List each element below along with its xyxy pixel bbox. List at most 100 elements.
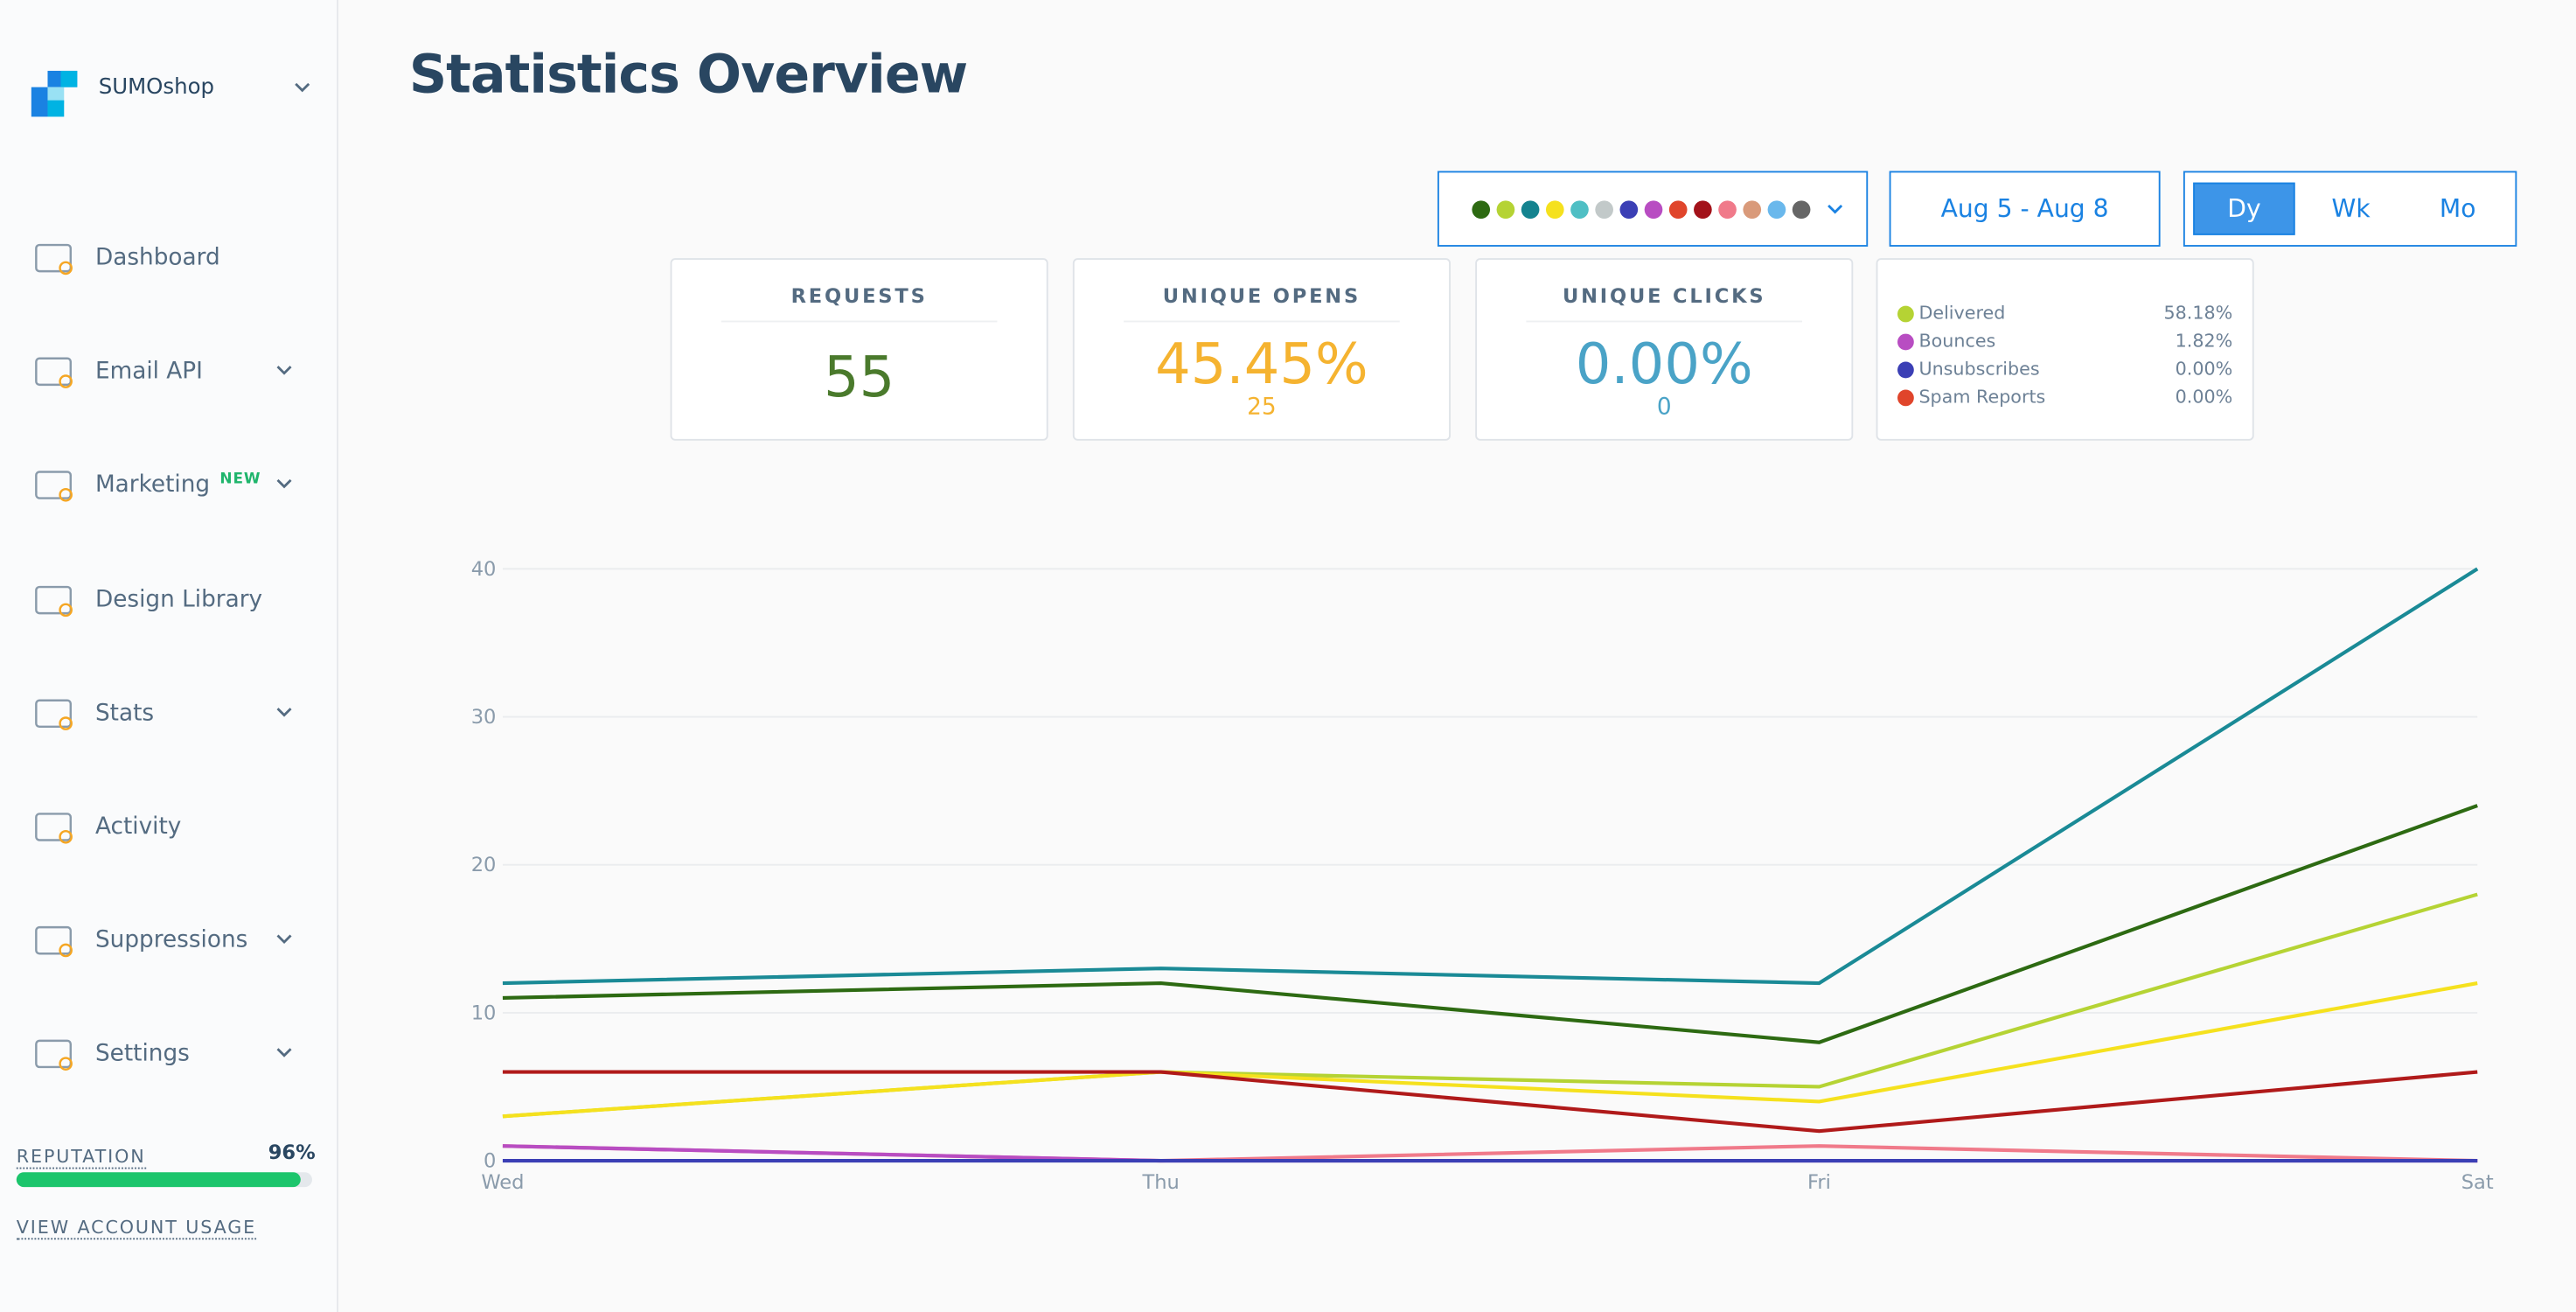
filter-dot [1767,199,1786,219]
legend-row: Unsubscribes 0.00% [1897,355,2232,383]
nav-label: Email API [94,359,203,386]
filter-dot [1545,199,1564,219]
legend-dot [1897,304,1914,322]
legend-value: 0.00% [2175,386,2233,408]
stat-title: UNIQUE CLICKS [1526,284,1803,323]
legend-label: Unsubscribes [1918,358,2040,380]
legend-value: 0.00% [2175,358,2233,380]
nav-icon [35,699,73,730]
y-tick-label: 0 [484,1150,496,1173]
chevron [1828,204,1843,214]
icon-accent [59,829,73,844]
nav-item[interactable]: Dashboard [33,234,329,283]
chevron-path [276,479,292,490]
filter-dot [1743,199,1762,219]
icon-accent [59,1057,73,1071]
stat-value: 45.45% [1155,331,1368,398]
legend-label: Spam Reports [1918,386,2046,408]
nav-label: Design Library [94,586,263,613]
nav-item[interactable]: Stats [33,688,329,737]
legend-label: Bounces [1918,330,1996,352]
brand-logo [31,70,78,117]
period-toggle: Dy Wk Mo [2183,171,2517,247]
nav-icon [35,1040,73,1071]
nav-label: Dashboard [94,245,220,272]
reputation-label: REPUTATION [16,1146,146,1169]
color-filter[interactable] [1437,171,1869,247]
stat-sub: 0 [1656,394,1672,422]
filter-dot [1472,199,1491,219]
legend-row: Spam Reports 0.00% [1897,383,2232,411]
filter-dot [1718,199,1737,219]
icon-accent [59,944,73,958]
nav-item[interactable]: Activity [33,802,329,851]
chevron-path [276,707,292,717]
filter-dot [1595,199,1613,219]
chevron-path [1828,204,1843,214]
filter-dot [1694,199,1712,219]
nav-item[interactable]: Design Library [33,575,329,624]
legend-label: Delivered [1918,302,2006,325]
main: Statistics Overview Aug 5 - Aug 8 Dy Wk Mo… [338,0,2576,1312]
series-line [502,804,2478,1044]
nav-item[interactable]: Marketing NEW [33,461,329,510]
chart: 0 10 20 30 40 Wed Thu Fri Sat [407,460,2517,1231]
legend-dot [1897,388,1914,406]
filter-dot [1496,199,1515,219]
icon-accent [59,488,73,503]
page-title: Statistics Overview [408,42,968,106]
y-tick-label: 40 [471,558,497,581]
legend-value: 1.82% [2175,330,2233,352]
nav-item[interactable]: Settings [33,1029,329,1078]
chevron-path [276,1048,292,1058]
period-option[interactable]: Mo [2439,193,2476,224]
reputation-value: 96% [268,1141,316,1164]
stat-value: 55 [823,345,895,411]
filter-dot [1521,199,1540,219]
nav-item[interactable]: Suppressions [33,916,329,965]
icon-shape [35,585,73,614]
filter-dot [1668,199,1688,219]
stat-title: UNIQUE OPENS [1124,284,1400,323]
icon-accent [59,374,73,389]
chevron [276,707,292,717]
nav-item[interactable]: Email API [33,347,329,396]
chevron [276,366,292,376]
icon-accent [59,715,73,730]
filter-dot [1792,199,1811,219]
icon-shape [35,699,73,728]
reputation-track [16,1172,312,1188]
sidebar: SUMOshop Dashboard Email API Marketing NEW D… [0,0,339,1312]
y-tick-label: 20 [471,854,497,876]
y-tick-label: 30 [471,706,497,729]
nav-icon [35,357,73,389]
account-usage-link[interactable]: VIEW ACCOUNT USAGE [16,1216,257,1240]
legend-card: Delivered 58.18% Bounces 1.82% Unsubscribes 0… [1876,258,2254,441]
series-line [502,981,2478,1119]
legend-row: Delivered 58.18% [1897,299,2232,327]
chevron-path [276,366,292,376]
series-line [502,892,2478,1119]
filter-dot [1570,199,1589,219]
icon-shape [35,926,73,955]
y-tick-label: 10 [471,1001,497,1024]
series-line [502,567,2479,986]
nav-label: Stats [94,700,155,727]
stat-card: REQUESTS 55 [670,258,1048,441]
chevron [276,1048,292,1058]
legend-dot [1897,332,1914,350]
stat-card: UNIQUE CLICKS 0.00% 0 [1475,258,1854,441]
stat-value: 0.00% [1575,331,1753,398]
filter-dot [1619,199,1639,219]
nav-label: Marketing [94,472,211,499]
nav-icon [35,585,73,617]
icon-shape [35,1040,73,1069]
chevron [276,479,292,490]
period-option[interactable]: Wk [2331,193,2371,224]
x-tick-label: Thu [1142,1171,1180,1194]
brand-name[interactable]: SUMOshop [98,75,215,101]
date-range[interactable]: Aug 5 - Aug 8 [1889,171,2161,247]
period-option[interactable]: Dy [2193,182,2295,235]
stat-title: REQUESTS [721,284,998,323]
